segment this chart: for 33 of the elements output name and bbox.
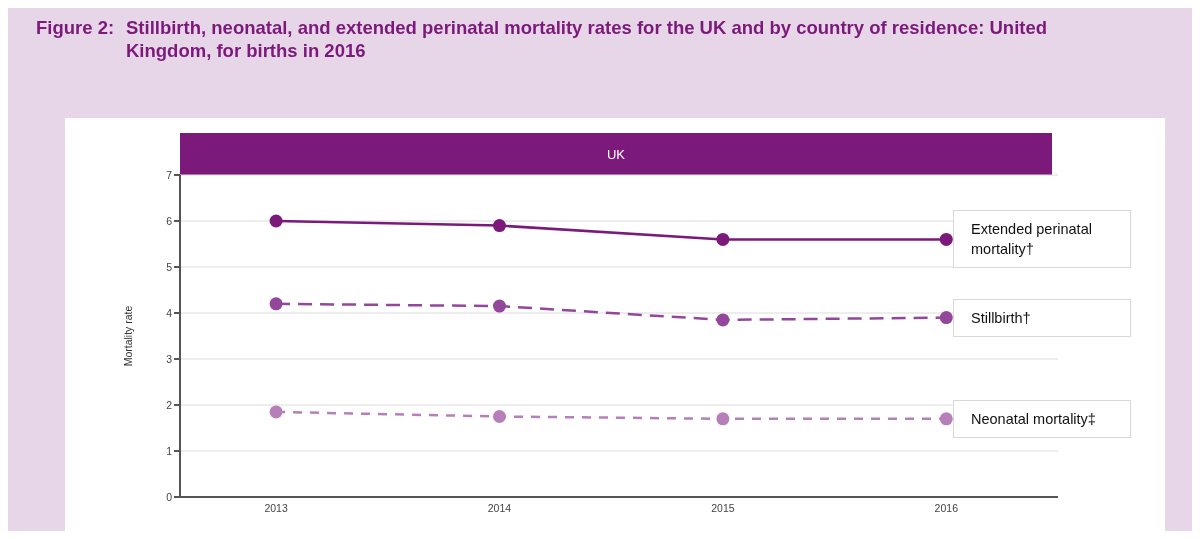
y-axis-title: Mortality rate xyxy=(121,305,134,367)
y-tick-label: 0 xyxy=(166,490,173,503)
x-tick-label: 2013 xyxy=(264,502,288,515)
point xyxy=(492,299,506,313)
y-tick-label: 6 xyxy=(166,214,173,227)
point xyxy=(716,232,730,246)
point xyxy=(269,297,283,311)
callout-box: Stillbirth† xyxy=(953,298,1131,337)
y-tick-label: 1 xyxy=(166,444,173,457)
point xyxy=(492,410,506,423)
x-tick-label: 2014 xyxy=(487,502,512,515)
point xyxy=(939,311,953,325)
callout-box: Extended perinatal mortality† xyxy=(953,210,1131,269)
point xyxy=(716,412,730,426)
point xyxy=(492,219,506,233)
series-label: Extended perinatal mortality† xyxy=(971,220,1093,260)
x-tick-label: 2015 xyxy=(711,502,735,515)
x-tick-label: 2016 xyxy=(934,502,959,515)
series-label: Neonatal mortality‡ xyxy=(971,409,1096,429)
series-label: Stillbirth† xyxy=(971,308,1031,328)
y-tick-label: 4 xyxy=(166,306,173,319)
point xyxy=(716,313,730,327)
y-tick-label: 7 xyxy=(166,168,173,181)
point xyxy=(269,214,283,228)
y-tick-label: 5 xyxy=(166,260,173,273)
point xyxy=(269,405,283,419)
chart-title: Figure 2: Stillbirth, neonatal, and extended perinatal mortality rates for the UK and by country of residence: United Kingdom, for births in 2016 xyxy=(36,16,1049,62)
chart-subtitle: UK xyxy=(180,133,1052,175)
callout-box: Neonatal mortality‡ xyxy=(953,399,1131,438)
y-tick-label: 2 xyxy=(166,398,173,411)
point xyxy=(939,412,953,426)
y-tick-label: 3 xyxy=(166,352,173,365)
point xyxy=(939,232,953,246)
